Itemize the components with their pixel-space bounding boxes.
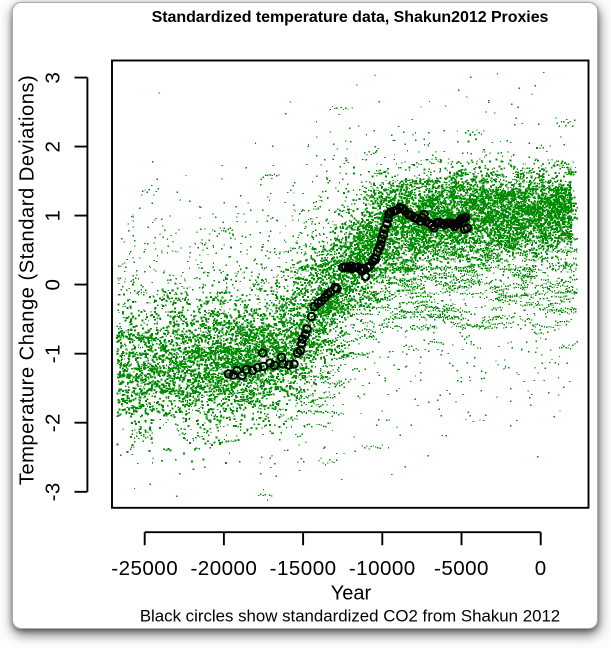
svg-text:1: 1	[42, 210, 65, 222]
svg-text:-15000: -15000	[270, 557, 337, 580]
svg-text:-1: -1	[42, 344, 65, 363]
svg-text:-10000: -10000	[349, 557, 416, 580]
svg-text:-25000: -25000	[111, 557, 178, 580]
svg-text:-3: -3	[42, 482, 65, 501]
svg-text:0: 0	[535, 557, 547, 580]
svg-text:-2: -2	[42, 413, 65, 432]
svg-text:-20000: -20000	[190, 557, 257, 580]
svg-text:Year: Year	[331, 583, 372, 605]
svg-text:3: 3	[42, 72, 65, 84]
svg-text:2: 2	[42, 141, 65, 153]
svg-text:0: 0	[42, 279, 65, 291]
svg-text:Temperature Change (Standard D: Temperature Change (Standard Deviations)	[17, 75, 39, 486]
svg-text:-5000: -5000	[434, 557, 489, 580]
svg-text:Black circles show standardize: Black circles show standardized CO2 from…	[140, 606, 560, 625]
svg-text:Standardized temperature data,: Standardized temperature data, Shakun201…	[152, 9, 549, 26]
